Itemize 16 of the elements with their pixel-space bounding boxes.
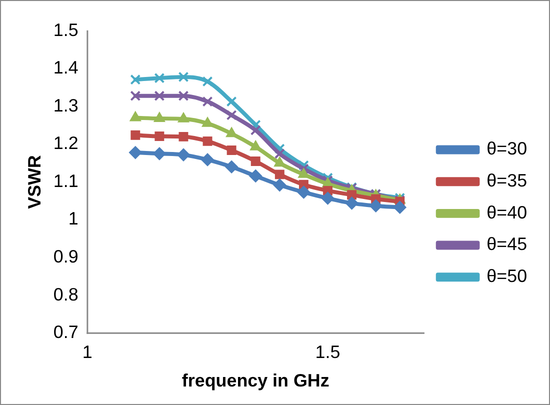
y-tick-label: 1.5 xyxy=(53,20,78,40)
y-tick-label: 1 xyxy=(68,208,78,229)
y-tick-label: 0.9 xyxy=(53,246,78,267)
y-tick-label: 1.2 xyxy=(53,133,78,154)
legend-label: θ=40 xyxy=(486,202,528,222)
legend-label: θ=30 xyxy=(486,138,528,159)
x-axis-title: frequency in GHz xyxy=(182,370,330,390)
y-tick-label: 0.8 xyxy=(53,284,78,304)
y-tick-label: 1.4 xyxy=(53,58,78,78)
legend-label: θ=35 xyxy=(486,170,528,191)
y-tick-label: 1.3 xyxy=(53,95,78,116)
y-tick-label: 0.7 xyxy=(53,322,78,342)
y-tick-label: 1.1 xyxy=(53,170,78,191)
y-axis-title: VSWR xyxy=(24,155,45,209)
legend-label: θ=45 xyxy=(486,234,528,254)
legend-label: θ=50 xyxy=(486,266,528,286)
